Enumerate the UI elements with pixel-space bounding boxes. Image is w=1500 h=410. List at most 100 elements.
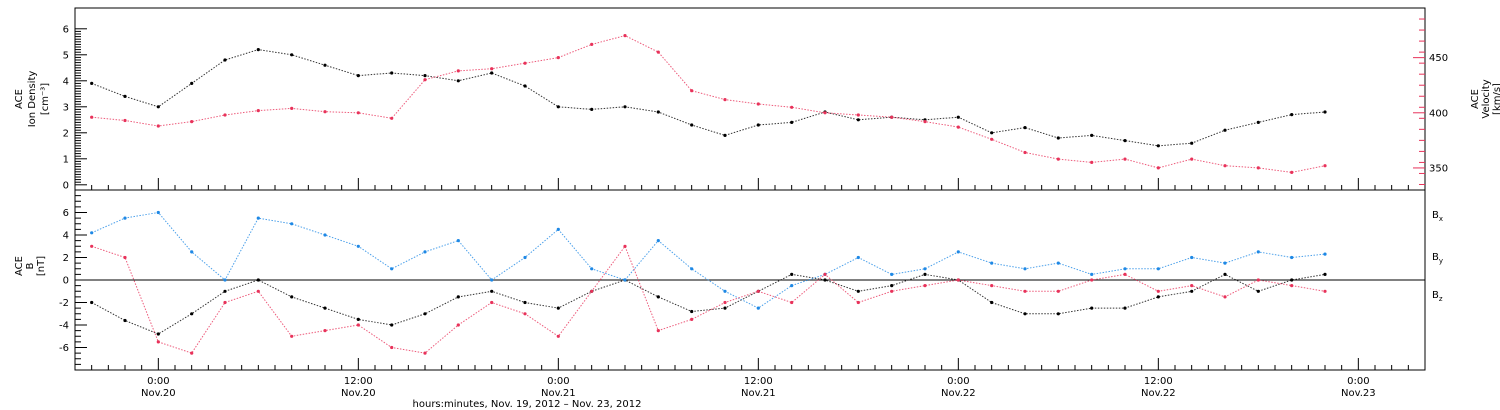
ion-density-point: [290, 53, 294, 57]
top-left-tick-label: 2: [63, 128, 69, 139]
ion-density-point: [423, 74, 427, 78]
bottom-left-tick-label: 6: [63, 208, 69, 219]
top-left-axis-label-line3: [cm⁻³]: [40, 83, 51, 115]
x-tick-time-label: 0:00: [1347, 376, 1369, 387]
bz-point: [756, 289, 760, 293]
x-tick-time-label: 0:00: [947, 376, 969, 387]
top-left-tick-label: 6: [63, 24, 69, 35]
ion-density-point: [123, 94, 127, 98]
by-point: [256, 216, 260, 220]
velocity-point: [1090, 160, 1094, 164]
bz-point: [156, 340, 160, 344]
velocity-point: [956, 125, 960, 129]
by-point: [490, 278, 494, 282]
by-point: [890, 272, 894, 276]
bz-point: [456, 323, 460, 327]
by-point: [623, 278, 627, 282]
bx-point: [323, 306, 327, 310]
bx-point: [490, 289, 494, 293]
by-point: [1023, 267, 1027, 271]
bottom-left-tick-label: -6: [59, 343, 69, 354]
bz-point: [790, 300, 794, 305]
bottom-left-axis: -6 -4 -2 0 2 4 6: [59, 195, 87, 365]
by-point: [1090, 272, 1094, 276]
by-point: [756, 306, 760, 310]
by-point: [956, 250, 960, 254]
bz-point: [823, 272, 827, 276]
bottom-left-tick-label: 0: [63, 276, 69, 287]
x-tick-date-label: Nov.23: [1341, 388, 1376, 399]
ion-density-point: [790, 120, 794, 124]
bx-point: [923, 272, 927, 276]
bottom-legend: Bx By Bz: [1432, 210, 1443, 303]
by-point: [90, 231, 94, 235]
ion-density-point: [490, 71, 494, 75]
velocity-point: [823, 111, 827, 115]
velocity-point: [1123, 157, 1127, 161]
bz-point: [1256, 278, 1260, 282]
by-point: [590, 267, 594, 271]
legend-entry-bx: Bx: [1432, 210, 1443, 223]
bz-point: [1323, 289, 1327, 293]
bx-point: [890, 284, 894, 288]
bx-point: [156, 332, 160, 336]
bz-point: [1023, 289, 1027, 293]
velocity-point: [556, 56, 560, 60]
ion-density-point: [1223, 128, 1227, 132]
bz-point: [1090, 278, 1094, 282]
bz-point: [690, 317, 694, 321]
bottom-left-axis-label-line1: ACE: [14, 256, 25, 276]
top-right-tick-label: 450: [1429, 53, 1448, 64]
bz-point: [90, 244, 94, 248]
by-point: [156, 210, 160, 215]
velocity-point: [1190, 157, 1194, 161]
velocity-point: [256, 109, 260, 113]
x-tick-time-label: 12:00: [344, 376, 373, 387]
top-left-tick-label: 4: [63, 76, 69, 87]
bx-point: [823, 278, 827, 282]
bx-point: [1023, 312, 1027, 316]
by-point: [423, 250, 427, 254]
ion-density-point: [1156, 144, 1160, 148]
by-point: [656, 239, 660, 243]
by-point: [1256, 250, 1260, 254]
bx-point: [1090, 306, 1094, 310]
bz-point: [190, 351, 194, 355]
bz-point: [123, 255, 127, 260]
ion-density-point: [623, 105, 627, 109]
bx-point: [123, 318, 127, 323]
by-point: [390, 267, 394, 271]
bottom-series-group: [90, 210, 1327, 355]
by-point: [990, 261, 994, 265]
ion-density-point: [1023, 126, 1027, 130]
bottom-left-tick-label: -2: [59, 298, 69, 309]
bx-point: [90, 300, 94, 305]
bx-point: [290, 295, 294, 299]
by-point: [1056, 261, 1060, 265]
bx-point: [523, 300, 527, 305]
bx-point: [990, 300, 994, 305]
bz-point: [1056, 289, 1060, 293]
bx-point: [456, 295, 460, 299]
by-point: [1290, 255, 1294, 260]
bz-point: [356, 323, 360, 327]
ion-density-point: [723, 133, 727, 137]
x-tick-date-label: Nov.22: [941, 388, 976, 399]
bx-point: [390, 323, 394, 327]
by-point: [1123, 267, 1127, 271]
velocity-point: [156, 124, 160, 128]
bz-point: [1290, 284, 1294, 288]
x-tick-date-label: Nov.21: [741, 388, 776, 399]
bx-point: [1290, 278, 1294, 282]
bz-point: [390, 345, 394, 350]
bz-point: [1223, 295, 1227, 299]
bx-point: [356, 317, 360, 321]
top-panel-frame: [74, 7, 1426, 191]
bz-point: [956, 278, 960, 282]
bx-point: [656, 295, 660, 299]
ion-density-line: [91, 49, 1326, 147]
x-tick-time-label: 0:00: [547, 376, 569, 387]
bz-line: [91, 245, 1326, 354]
bottom-left-axis-label-line2: B: [25, 262, 36, 269]
